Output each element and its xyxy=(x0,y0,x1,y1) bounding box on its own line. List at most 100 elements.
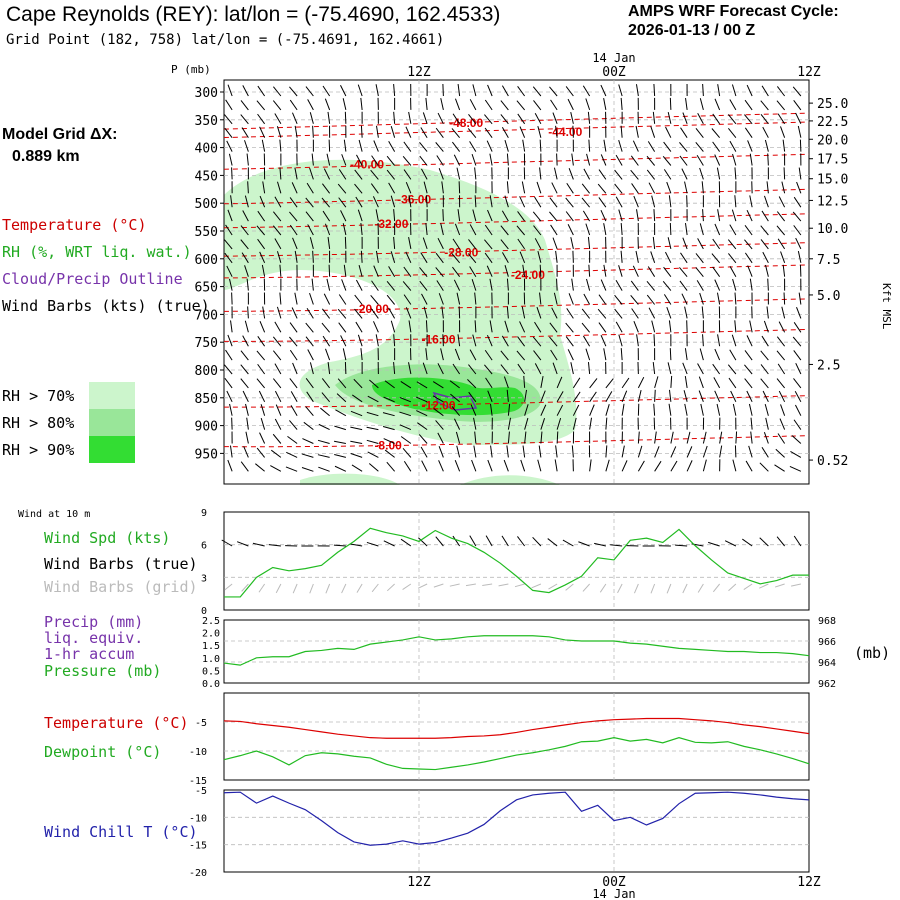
wind-barb xyxy=(537,125,542,138)
wind-barb xyxy=(632,265,639,277)
wind-barb xyxy=(451,141,461,152)
wind-barb xyxy=(318,466,330,472)
wind-barb xyxy=(436,155,444,166)
wind-barb xyxy=(633,195,639,208)
wind-barb xyxy=(663,294,672,305)
wind-barb xyxy=(327,362,331,375)
wind-barb xyxy=(565,322,574,333)
wind-barb xyxy=(334,425,347,431)
wind-barb xyxy=(652,236,656,249)
wind-barb xyxy=(471,153,477,166)
wind-barb xyxy=(337,183,347,194)
wind-barb xyxy=(517,211,526,222)
wind-barb xyxy=(442,334,444,347)
pressure-tick-label: 400 xyxy=(195,142,218,157)
wind-barb xyxy=(792,211,802,222)
wind-barb xyxy=(272,378,282,389)
wind-barb xyxy=(400,380,412,389)
precip-y-tick-label: 0.5 xyxy=(202,666,220,677)
wind-barb xyxy=(322,183,331,194)
wind-barb xyxy=(356,154,363,166)
wind-barb xyxy=(289,322,298,333)
wind-barb-true xyxy=(724,540,737,547)
wind-barb xyxy=(224,378,233,389)
wind-barb xyxy=(620,222,623,236)
wind-barb xyxy=(517,85,526,97)
wind-barb xyxy=(652,362,656,375)
wind-barb-grid xyxy=(371,583,379,593)
wind-barb xyxy=(371,155,379,166)
wind-barb xyxy=(533,100,542,111)
wind-barb xyxy=(323,168,331,180)
wind-barb xyxy=(323,293,331,305)
wind-barb xyxy=(744,239,753,250)
wind-barb xyxy=(517,238,526,250)
wind-barb xyxy=(620,250,623,263)
wind-barb xyxy=(761,335,769,347)
wind-barb xyxy=(473,417,477,430)
wind-chill-panel xyxy=(223,789,810,873)
wind-barb-true xyxy=(776,536,786,547)
wind-barb-grid xyxy=(417,583,428,589)
wind-barb xyxy=(327,236,331,249)
wind-barb xyxy=(667,362,672,375)
wind-barb xyxy=(764,139,769,152)
wind-barb xyxy=(600,209,607,222)
wind-barb xyxy=(776,378,786,389)
wind-barb xyxy=(679,267,688,278)
wind-barb xyxy=(370,183,379,194)
wind-barb xyxy=(666,306,672,319)
wind-barb xyxy=(760,100,769,111)
wind-barb xyxy=(435,127,444,139)
wind-barb xyxy=(246,278,249,291)
forecast-cycle-label: AMPS WRF Forecast Cycle: xyxy=(628,3,839,20)
wind-barb xyxy=(635,125,639,138)
wind-barb xyxy=(290,405,298,416)
wind-barb xyxy=(749,278,753,291)
wind-barb xyxy=(778,196,786,208)
wind-barb xyxy=(467,253,477,264)
wind-barb-grid xyxy=(697,583,704,593)
precip-y-tick-label: 2.5 xyxy=(202,616,220,627)
wind-barb xyxy=(487,209,493,222)
wind-barb xyxy=(388,182,396,194)
wind-barb xyxy=(403,169,412,180)
wind-barb xyxy=(453,154,461,166)
wind-barb xyxy=(506,445,509,458)
wind-barb xyxy=(317,439,330,444)
temperature-y-tick-label: -5 xyxy=(195,718,207,729)
wind-barb xyxy=(618,265,623,277)
wind-barb-grid xyxy=(582,583,590,592)
wind-y-tick-label: 9 xyxy=(201,508,207,519)
wind-barb xyxy=(697,113,704,125)
wind-barb xyxy=(473,445,477,458)
wind-barb xyxy=(748,445,753,458)
wind-barb xyxy=(760,350,769,361)
wind-barb-grid xyxy=(325,583,331,594)
wind-barb xyxy=(402,448,412,458)
isotherm-line xyxy=(223,188,810,205)
wind-barb xyxy=(727,364,737,375)
wind-barb xyxy=(245,403,249,416)
wind-barb xyxy=(600,279,607,291)
wind-barb xyxy=(226,390,233,403)
wind-barb xyxy=(621,445,625,458)
wind-barb xyxy=(305,322,314,333)
wind-barb xyxy=(734,167,737,180)
wind-barb xyxy=(270,465,282,472)
wind-barb xyxy=(684,348,688,361)
wind-barb xyxy=(357,84,363,97)
wind-barb xyxy=(501,210,509,222)
wind-barb xyxy=(393,362,396,375)
wind-barb xyxy=(261,264,266,277)
wind-barb xyxy=(717,334,721,347)
wind-barb xyxy=(702,431,707,444)
wind-barb xyxy=(759,462,769,472)
wind-barb xyxy=(289,378,298,389)
wind-barb xyxy=(393,209,396,222)
temperature-series-line xyxy=(223,717,810,739)
wind-barb xyxy=(556,431,559,444)
wind-barb xyxy=(338,169,347,180)
wind-barb xyxy=(360,348,363,361)
wind-barb xyxy=(538,445,542,458)
